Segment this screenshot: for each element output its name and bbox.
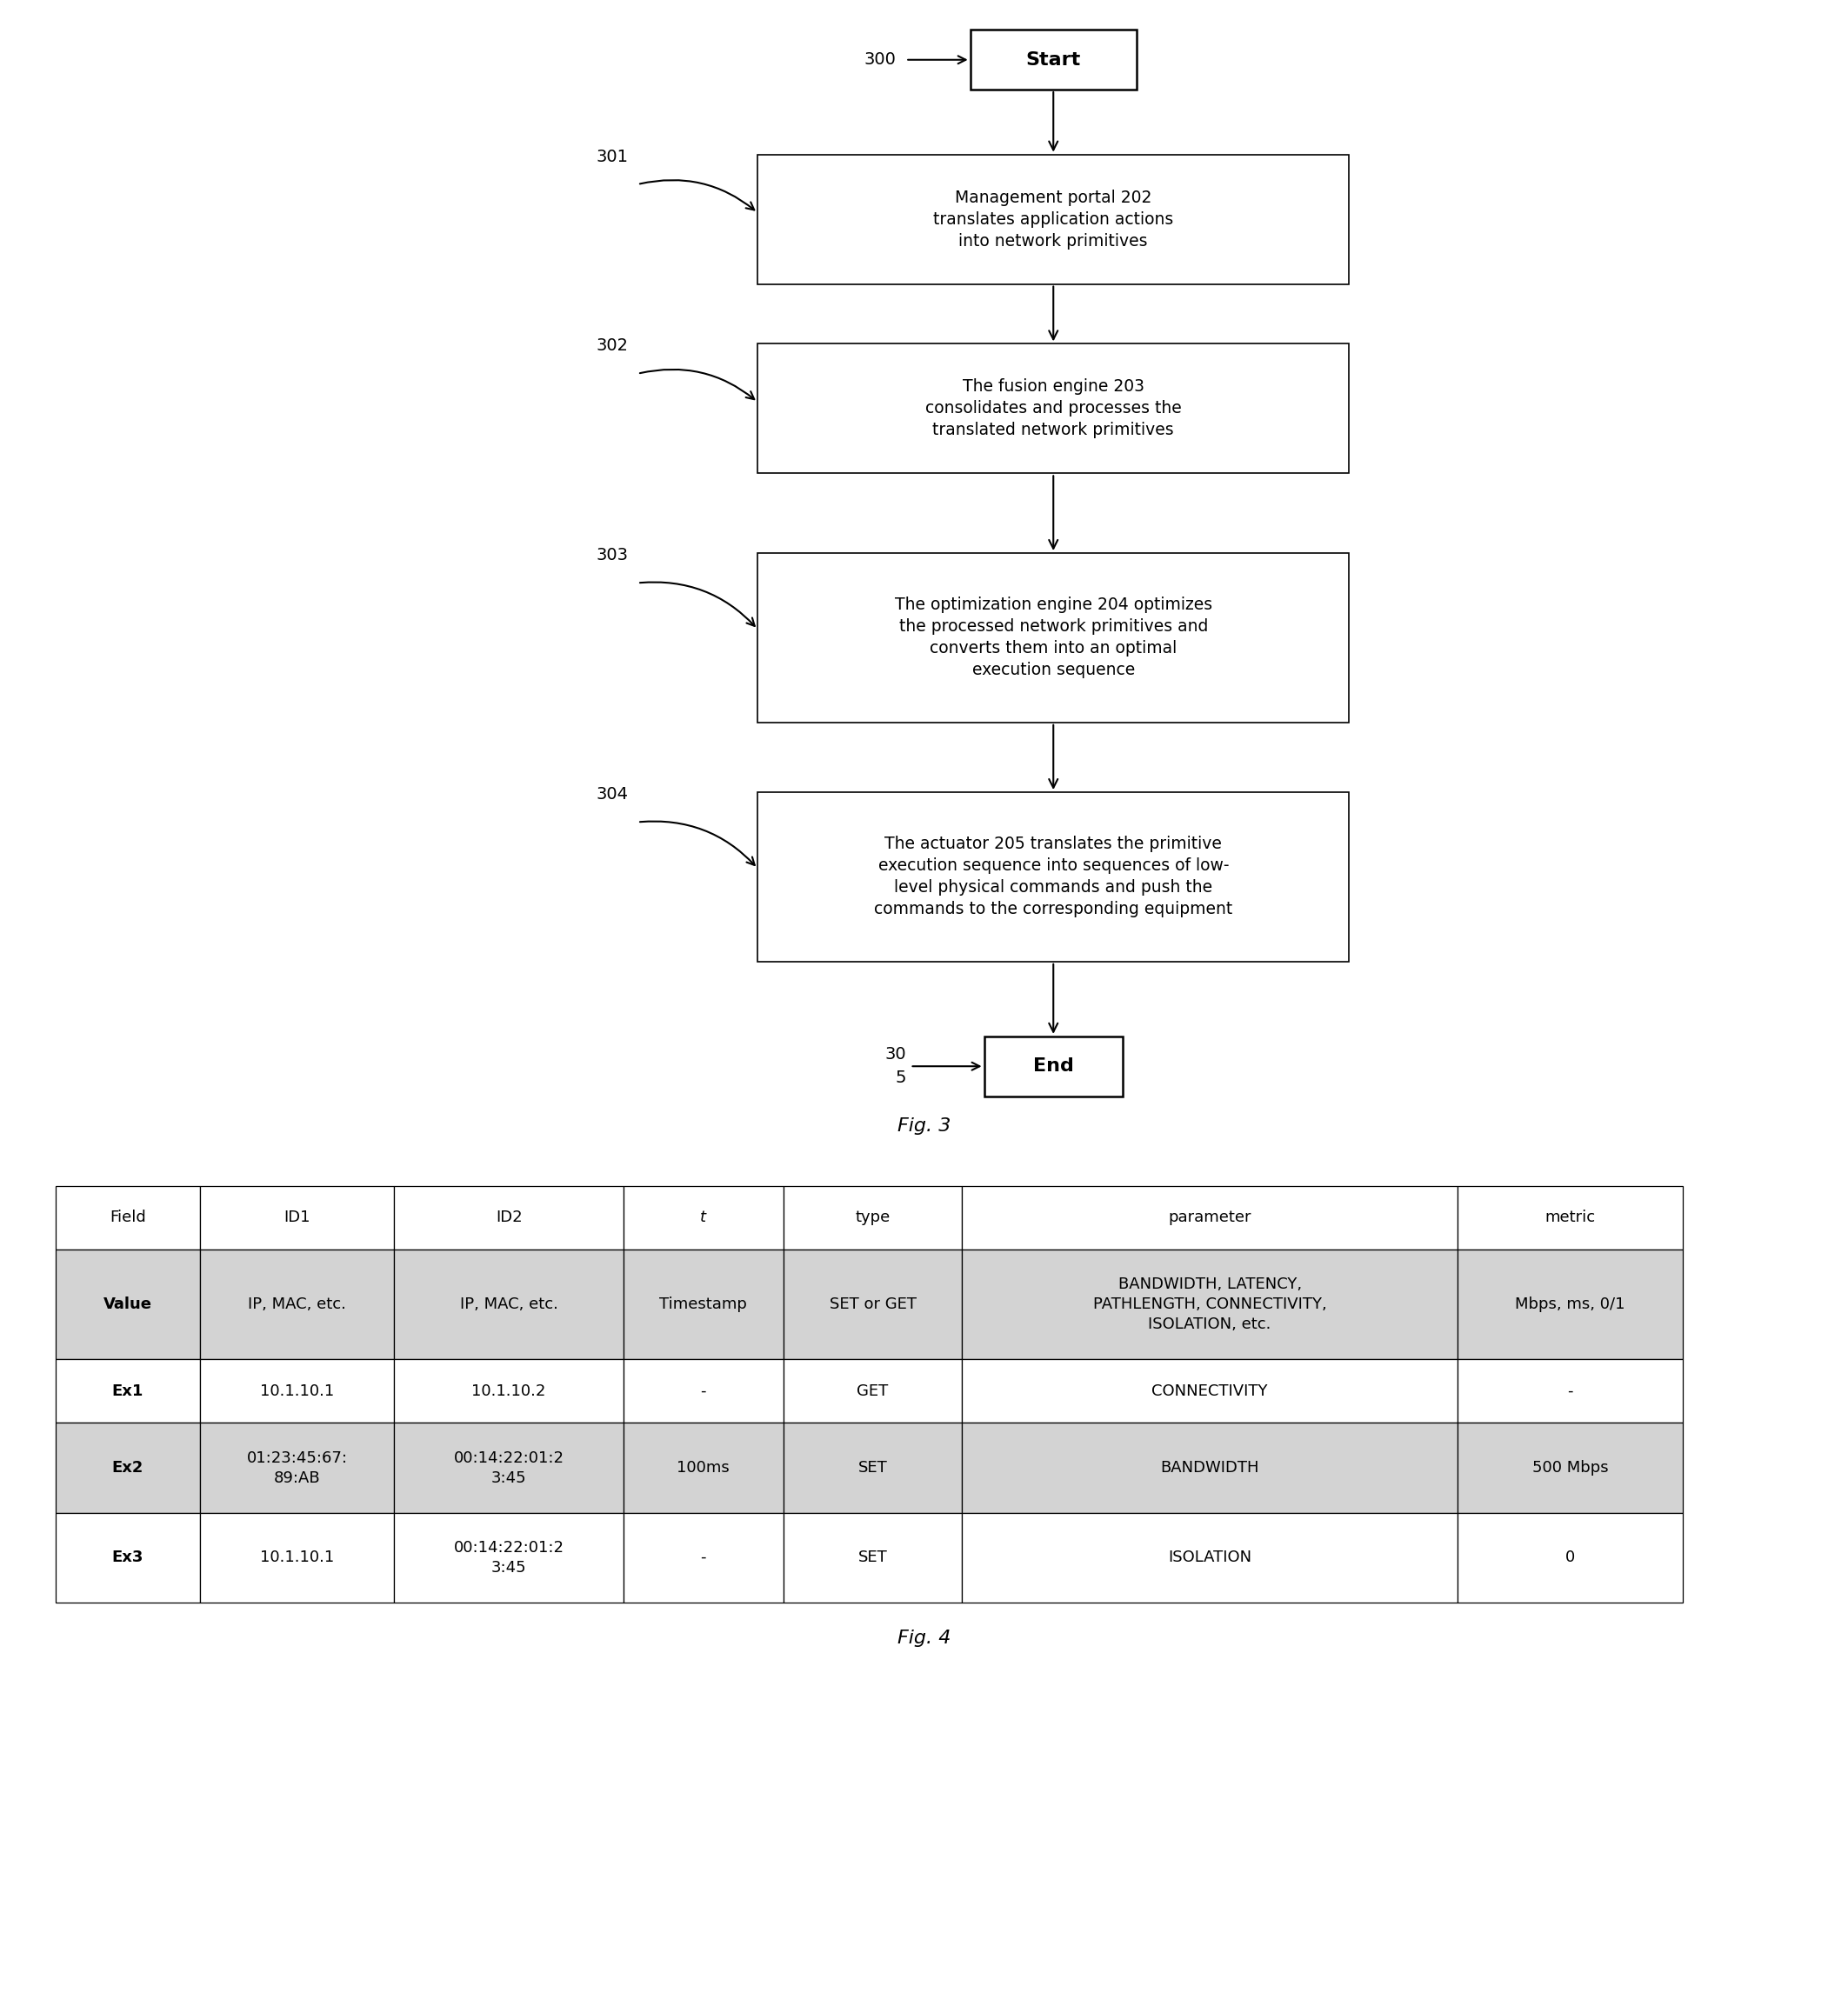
Text: SET: SET (857, 1551, 887, 1565)
Bar (200, 1513, 394, 1602)
Text: Timestamp: Timestamp (660, 1297, 747, 1311)
Text: The fusion engine 203
consolidates and processes the
translated network primitiv: The fusion engine 203 consolidates and p… (926, 379, 1181, 438)
Text: -: - (700, 1551, 706, 1565)
Text: Ex1: Ex1 (111, 1383, 144, 1399)
Bar (55, 1513, 200, 1602)
Text: 10.1.10.1: 10.1.10.1 (261, 1383, 334, 1399)
Text: 0: 0 (1565, 1551, 1574, 1565)
Text: Fig. 3: Fig. 3 (898, 1118, 950, 1134)
Text: 302: 302 (597, 337, 628, 355)
FancyBboxPatch shape (758, 343, 1349, 472)
FancyBboxPatch shape (758, 153, 1349, 283)
Text: 30: 30 (885, 1046, 906, 1062)
Text: BANDWIDTH: BANDWIDTH (1161, 1461, 1258, 1475)
FancyBboxPatch shape (758, 552, 1349, 721)
Text: 00:14:22:01:2
3:45: 00:14:22:01:2 3:45 (453, 1451, 564, 1485)
Bar (200, 1250, 394, 1359)
Text: parameter: parameter (1168, 1210, 1251, 1226)
Bar (394, 1186, 623, 1250)
Bar (623, 1186, 784, 1250)
Text: -: - (1567, 1383, 1573, 1399)
Text: Start: Start (1026, 52, 1081, 68)
Bar (1458, 1423, 1684, 1513)
Text: 300: 300 (865, 52, 896, 68)
Bar (623, 1359, 784, 1423)
Bar (623, 1250, 784, 1359)
Text: The optimization engine 204 optimizes
the processed network primitives and
conve: The optimization engine 204 optimizes th… (894, 596, 1212, 680)
Bar (623, 1513, 784, 1602)
Text: -: - (700, 1383, 706, 1399)
Text: 500 Mbps: 500 Mbps (1532, 1461, 1608, 1475)
Bar (784, 1359, 963, 1423)
Text: GET: GET (857, 1383, 889, 1399)
Bar (1458, 1513, 1684, 1602)
Text: Mbps, ms, 0/1: Mbps, ms, 0/1 (1515, 1297, 1624, 1311)
Text: SET: SET (857, 1461, 887, 1475)
Text: 10.1.10.2: 10.1.10.2 (471, 1383, 545, 1399)
Text: Value: Value (103, 1297, 152, 1311)
Bar (963, 1423, 1458, 1513)
Bar (963, 1513, 1458, 1602)
Bar (784, 1423, 963, 1513)
Text: BANDWIDTH, LATENCY,
PATHLENGTH, CONNECTIVITY,
ISOLATION, etc.: BANDWIDTH, LATENCY, PATHLENGTH, CONNECTI… (1092, 1278, 1327, 1331)
Bar (394, 1423, 623, 1513)
Bar (200, 1359, 394, 1423)
Text: 5: 5 (896, 1070, 906, 1086)
Text: metric: metric (1545, 1210, 1595, 1226)
Text: CONNECTIVITY: CONNECTIVITY (1151, 1383, 1268, 1399)
Text: ID1: ID1 (283, 1210, 310, 1226)
Bar (200, 1423, 394, 1513)
Bar (55, 1359, 200, 1423)
Text: SET or GET: SET or GET (830, 1297, 917, 1311)
Text: 303: 303 (597, 546, 628, 564)
Text: Field: Field (109, 1210, 146, 1226)
Text: IP, MAC, etc.: IP, MAC, etc. (460, 1297, 558, 1311)
Bar (394, 1513, 623, 1602)
Bar (394, 1359, 623, 1423)
Bar (784, 1250, 963, 1359)
Bar (200, 1186, 394, 1250)
Bar (784, 1513, 963, 1602)
Bar (1458, 1186, 1684, 1250)
Bar (963, 1250, 1458, 1359)
Text: t: t (700, 1210, 706, 1226)
FancyBboxPatch shape (758, 791, 1349, 961)
Bar (963, 1359, 1458, 1423)
Bar (1458, 1359, 1684, 1423)
Text: 301: 301 (597, 147, 628, 165)
Text: 100ms: 100ms (676, 1461, 730, 1475)
Text: 304: 304 (597, 785, 628, 803)
Bar (623, 1423, 784, 1513)
Bar (55, 1423, 200, 1513)
Text: The actuator 205 translates the primitive
execution sequence into sequences of l: The actuator 205 translates the primitiv… (874, 835, 1233, 919)
Text: 00:14:22:01:2
3:45: 00:14:22:01:2 3:45 (453, 1541, 564, 1574)
Bar (784, 1186, 963, 1250)
FancyBboxPatch shape (983, 1036, 1124, 1096)
Text: End: End (1033, 1058, 1074, 1074)
Bar (55, 1250, 200, 1359)
Text: Fig. 4: Fig. 4 (898, 1630, 950, 1646)
Bar (1458, 1250, 1684, 1359)
Bar (394, 1250, 623, 1359)
Text: Ex2: Ex2 (111, 1461, 144, 1475)
Text: Management portal 202
translates application actions
into network primitives: Management portal 202 translates applica… (933, 189, 1173, 249)
Text: ISOLATION: ISOLATION (1168, 1551, 1251, 1565)
Text: IP, MAC, etc.: IP, MAC, etc. (248, 1297, 346, 1311)
Text: Ex3: Ex3 (111, 1551, 144, 1565)
Bar (55, 1186, 200, 1250)
FancyBboxPatch shape (970, 30, 1137, 90)
Text: ID2: ID2 (495, 1210, 523, 1226)
Text: 10.1.10.1: 10.1.10.1 (261, 1551, 334, 1565)
Text: type: type (856, 1210, 891, 1226)
Bar (963, 1186, 1458, 1250)
Text: 01:23:45:67:
89:AB: 01:23:45:67: 89:AB (246, 1451, 347, 1485)
